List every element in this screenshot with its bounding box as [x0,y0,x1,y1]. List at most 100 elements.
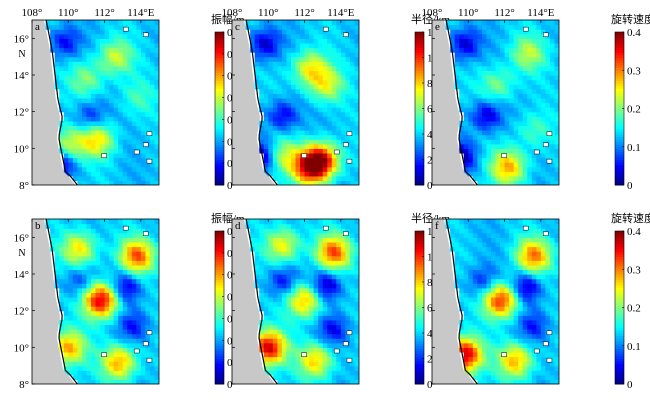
field-cell [318,130,324,136]
field-cell [300,269,306,275]
field-cell [154,319,159,326]
field-cell [77,228,83,234]
field-cell [318,24,324,30]
field-cell [450,47,456,53]
field-cell [272,52,278,58]
field-cell [472,134,478,140]
field-cell [554,56,559,62]
field-cell [290,61,297,67]
field-cell [59,283,65,289]
field-cell [518,324,524,330]
field-cell [86,84,92,90]
field-cell [459,93,465,99]
field-cell [504,324,510,330]
field-cell [313,93,319,99]
field-cell [522,315,528,321]
field-cell [340,125,346,131]
field-cell [327,130,333,136]
field-cell [77,296,83,303]
field-cell [81,246,88,252]
field-cell [263,139,269,145]
field-cell [354,232,359,238]
field-cell [545,84,551,90]
field-cell [72,370,78,376]
field-cell [104,38,110,44]
field-cell [118,365,124,371]
field-cell [272,246,278,252]
field-cell [527,116,533,122]
field-cell [554,365,559,371]
field-cell [59,306,65,312]
field-cell [136,292,142,298]
field-cell [322,370,328,376]
field-cell [136,269,142,275]
field-cell [295,264,301,271]
field-cell [59,143,65,149]
colorbar-segment [215,159,224,163]
field-cell [122,287,128,293]
field-cell [95,301,101,307]
field-cell [259,102,265,108]
field-cell [131,251,137,257]
field-cell [313,24,319,30]
field-cell [272,171,278,177]
field-cell [540,324,546,330]
field-cell [313,260,319,266]
field-cell [118,42,124,49]
field-cell [281,102,288,108]
field-cell [340,329,346,335]
field-cell [304,246,310,252]
field-cell [463,324,469,330]
field-cell [263,65,269,72]
field-cell [327,157,333,163]
field-cell [286,329,292,335]
field-cell [463,38,469,44]
field-cell [354,347,359,353]
field-cell [272,306,278,312]
field-cell [86,370,92,376]
map-a [32,20,159,185]
field-cell [118,70,124,76]
field-cell [309,171,315,177]
field-cell [72,356,78,362]
field-cell [495,107,501,113]
colorbar-segment [215,315,224,319]
field-cell [77,315,83,321]
field-cell [509,306,515,312]
colorbar-segment [615,136,624,140]
field-cell [490,29,497,35]
field-cell [495,180,501,185]
field-cell [272,88,278,94]
colorbar-segment [415,164,424,168]
field-cell [286,319,292,326]
colorbar-segment [215,144,224,148]
field-cell [254,246,260,252]
land-area [232,20,276,185]
field-cell [272,333,278,339]
field-cell [295,24,301,30]
field-cell [495,102,501,108]
field-cell [136,75,142,81]
field-cell [272,260,278,266]
field-cell [113,292,119,298]
field-cell [281,111,288,117]
field-cell [304,379,310,384]
field-cell [268,292,274,298]
field-cell [95,75,101,81]
field-cell [100,241,106,248]
colorbar-segment [615,88,624,92]
field-cell [481,166,488,172]
field-cell [490,370,497,376]
colorbar-segment [415,136,424,140]
field-cell [95,70,101,76]
field-cell [472,107,478,113]
field-cell [327,79,333,85]
field-cell [149,88,156,94]
field-cell [286,241,292,248]
field-cell [549,93,556,99]
field-cell [313,38,319,44]
field-cell [327,241,333,248]
field-cell [100,269,106,275]
field-cell [131,374,137,381]
colorbar-segment [415,335,424,339]
